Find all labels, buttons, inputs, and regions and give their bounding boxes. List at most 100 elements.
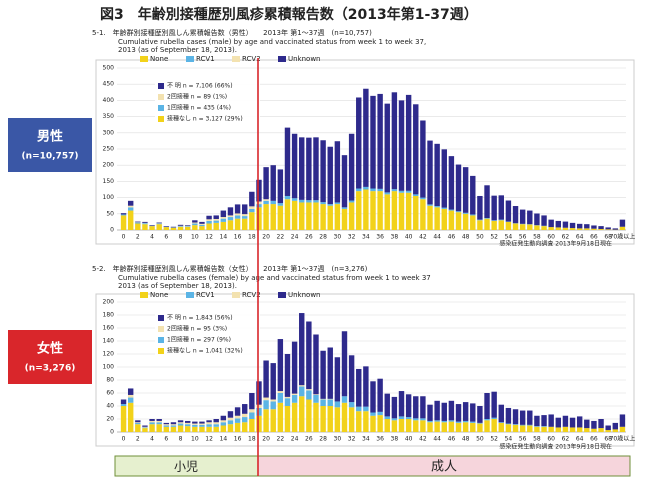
legend-swatch: [232, 292, 240, 298]
bar-segment: [313, 402, 319, 432]
bar-segment: [605, 227, 611, 230]
bar-segment: [348, 200, 355, 203]
x-tick-label: 64: [576, 436, 584, 443]
bar-segment: [206, 220, 212, 224]
bar-segment: [498, 404, 504, 423]
y-tick-label: 350: [103, 113, 115, 120]
bar-segment: [306, 389, 312, 391]
bar-segment: [256, 415, 262, 432]
bar-segment: [306, 202, 312, 230]
bar-segment: [170, 227, 177, 230]
bar-segment: [441, 207, 447, 209]
legend-label: RCV1: [196, 55, 215, 63]
bar-segment: [220, 422, 227, 426]
bar-segment: [505, 200, 512, 222]
bar-segment: [498, 195, 504, 220]
bar-segment: [156, 223, 162, 225]
y-tick-label: 50: [106, 210, 114, 217]
bar-segment: [341, 208, 348, 230]
bar-segment: [291, 394, 298, 403]
bar-segment: [484, 218, 490, 219]
bar-segment: [420, 418, 426, 421]
bar-segment: [498, 220, 504, 230]
bar-segment: [384, 194, 390, 230]
bar-segment: [377, 378, 383, 412]
annotation-text: 不 明 n = 7,106 (66%): [167, 83, 233, 90]
bar-segment: [213, 424, 219, 427]
x-tick-label: 4: [150, 436, 154, 443]
plot-frame: [95, 293, 635, 447]
bar-segment: [348, 407, 355, 432]
bar-segment: [605, 425, 611, 431]
bar-segment: [263, 167, 269, 200]
bar-segment: [313, 334, 319, 395]
bar-segment: [420, 197, 426, 200]
bar-segment: [320, 398, 326, 400]
bar-segment: [569, 417, 576, 428]
bar-segment: [455, 164, 462, 212]
x-tick-label: 54: [505, 234, 513, 241]
bar-segment: [327, 146, 333, 205]
bar-segment: [334, 202, 341, 205]
x-tick-label: 16: [234, 436, 242, 443]
bar-segment: [192, 423, 198, 425]
bar-segment: [527, 425, 533, 432]
bar-segment: [313, 202, 319, 230]
bar-segment: [541, 426, 547, 427]
bar-segment: [249, 191, 255, 207]
bar-segment: [470, 215, 476, 230]
bar-segment: [562, 415, 569, 427]
x-tick-label: 12: [205, 436, 213, 443]
bar-segment: [184, 226, 191, 230]
bar-segment: [534, 213, 540, 226]
bar-segment: [562, 426, 569, 432]
bar-segment: [270, 165, 276, 201]
bar-segment: [227, 411, 234, 418]
bar-segment: [455, 422, 462, 432]
bar-segment: [249, 409, 255, 413]
bar-segment: [242, 214, 248, 217]
bar-segment: [306, 390, 312, 400]
bar-segment: [270, 399, 276, 402]
bar-segment: [341, 402, 348, 432]
bar-segment: [462, 402, 469, 421]
bar-segment: [234, 415, 241, 419]
bar-segment: [206, 219, 212, 221]
x-tick-label: 54: [505, 436, 513, 443]
bar-segment: [405, 419, 412, 432]
x-tick-label: 42: [419, 234, 427, 241]
bar-segment: [291, 341, 298, 394]
bar-segment: [199, 226, 205, 230]
bar-segment: [462, 212, 469, 214]
x-tick-label: 28: [319, 234, 327, 241]
x-tick-label: 42: [419, 436, 427, 443]
bar-segment: [184, 420, 191, 423]
bar-segment: [477, 219, 483, 221]
bar-segment: [135, 222, 141, 224]
bar-segment: [213, 419, 219, 423]
bar-segment: [398, 100, 405, 191]
y-tick-label: 120: [103, 351, 115, 358]
x-tick-label: 10: [191, 436, 199, 443]
bar-segment: [512, 424, 519, 425]
bar-segment: [491, 220, 497, 230]
bar-segment: [270, 200, 276, 205]
bar-segment: [220, 420, 227, 423]
bar-segment: [555, 220, 562, 228]
bar-segment: [263, 409, 269, 432]
bar-segment: [569, 222, 576, 229]
source-note: 感染症発生動向調査 2013年9月18日現在: [499, 240, 612, 248]
annotation-text: 接種なし n = 1,041 (32%): [167, 347, 243, 355]
bar-segment: [341, 155, 348, 208]
bar-segment: [420, 396, 426, 419]
bar-segment: [249, 208, 255, 213]
x-tick-label: 14: [220, 436, 228, 443]
bar-segment: [370, 95, 376, 189]
bar-segment: [576, 223, 583, 229]
bar-segment: [448, 421, 455, 432]
annotation-text: 2回接種 n = 95 (3%): [167, 325, 227, 333]
bar-segment: [391, 92, 398, 190]
bar-segment: [491, 220, 497, 221]
bar-segment: [135, 422, 141, 425]
bar-segment: [398, 190, 405, 193]
